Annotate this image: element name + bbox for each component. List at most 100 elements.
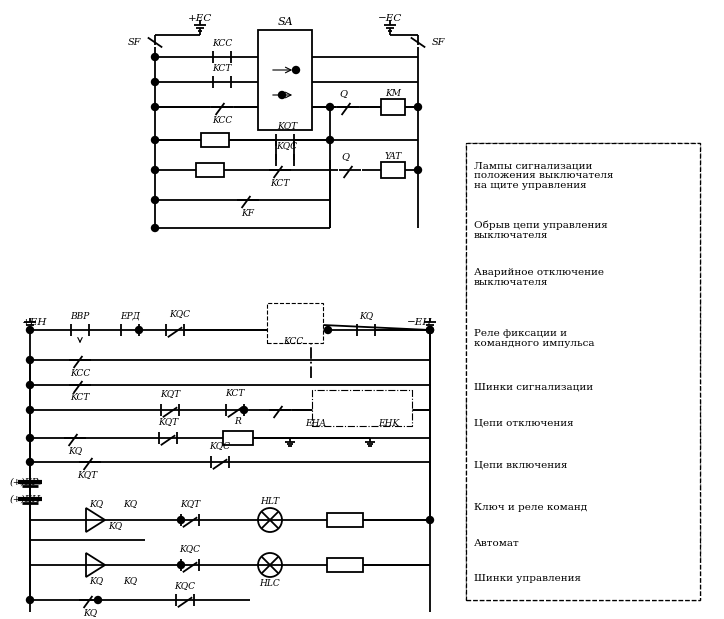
Circle shape <box>240 407 248 413</box>
Circle shape <box>327 103 334 111</box>
Text: Q: Q <box>339 90 347 98</box>
Circle shape <box>415 103 421 111</box>
Text: KQT: KQT <box>158 417 178 426</box>
Bar <box>223 431 253 445</box>
Bar <box>326 402 354 418</box>
Text: KCT: KCT <box>270 178 290 188</box>
Text: +EC: +EC <box>188 14 212 22</box>
Text: R: R <box>235 417 241 426</box>
Bar <box>327 558 363 572</box>
Bar <box>466 444 700 486</box>
Circle shape <box>151 137 159 144</box>
Circle shape <box>151 225 159 232</box>
Text: Шинки управления: Шинки управления <box>474 574 581 584</box>
Circle shape <box>151 167 159 173</box>
Text: Автомат: Автомат <box>474 539 520 548</box>
Circle shape <box>177 561 185 568</box>
Text: SF: SF <box>127 38 141 46</box>
Text: Цепи включения: Цепи включения <box>474 461 568 470</box>
Bar <box>201 133 229 147</box>
Bar <box>381 162 405 178</box>
Text: HLT: HLT <box>261 498 279 506</box>
Text: SA: SA <box>277 17 292 27</box>
Text: выключателя: выключателя <box>474 231 549 240</box>
Bar <box>327 513 363 527</box>
Text: на щите управления: на щите управления <box>474 181 586 191</box>
Circle shape <box>151 79 159 85</box>
Text: KQ: KQ <box>359 311 373 321</box>
Circle shape <box>279 92 285 98</box>
Text: KQC: KQC <box>277 142 298 150</box>
Text: Обрыв цепи управления: Обрыв цепи управления <box>474 221 607 230</box>
Text: KQT: KQT <box>277 121 297 131</box>
Circle shape <box>135 326 143 334</box>
Circle shape <box>27 326 33 334</box>
Text: Ключ и реле команд: Ключ и реле команд <box>474 503 587 512</box>
Circle shape <box>327 137 334 144</box>
Bar <box>466 251 668 304</box>
Text: KQ: KQ <box>89 500 103 508</box>
Bar <box>312 390 412 426</box>
Text: −EH: −EH <box>407 318 432 326</box>
Text: Аварийное отключение: Аварийное отключение <box>474 268 604 277</box>
Text: YAT: YAT <box>384 152 402 160</box>
Text: KCT: KCT <box>212 64 232 72</box>
Text: KQT: KQT <box>160 389 180 399</box>
Text: KQT: KQT <box>77 470 97 480</box>
Text: KCC: KCC <box>283 337 303 345</box>
Text: SF: SF <box>432 38 445 46</box>
Bar <box>381 99 405 115</box>
Text: (+)EP: (+)EP <box>10 477 39 487</box>
Bar <box>466 528 700 558</box>
Text: KCC: KCC <box>212 116 232 124</box>
Text: командного импульса: командного импульса <box>474 339 594 348</box>
Circle shape <box>426 326 434 334</box>
Bar <box>466 304 700 372</box>
Text: +EH: +EH <box>22 318 47 326</box>
Text: KCT: KCT <box>70 394 90 402</box>
Text: положения выключателя: положения выключателя <box>474 171 613 181</box>
Text: KQ: KQ <box>83 608 97 618</box>
Text: Шинки сигнализации: Шинки сигнализации <box>474 383 593 392</box>
Circle shape <box>27 597 33 604</box>
Text: −EC: −EC <box>378 14 403 22</box>
Text: Реле фиксации и: Реле фиксации и <box>474 329 567 337</box>
Bar <box>466 402 700 444</box>
Circle shape <box>151 53 159 61</box>
Text: KQ: KQ <box>89 576 103 586</box>
Text: KQC: KQC <box>180 545 201 553</box>
Text: EHK: EHK <box>378 420 399 428</box>
Bar <box>466 486 700 528</box>
Circle shape <box>95 597 101 604</box>
Text: KQ: KQ <box>108 521 122 530</box>
Circle shape <box>177 516 185 524</box>
Circle shape <box>27 435 33 441</box>
Circle shape <box>426 326 434 334</box>
Text: KQC: KQC <box>209 441 230 451</box>
Circle shape <box>27 459 33 465</box>
Circle shape <box>324 326 332 334</box>
Text: KQ: KQ <box>68 446 82 456</box>
Bar <box>466 558 700 600</box>
Text: KQT: KQT <box>180 500 200 508</box>
Bar <box>466 142 700 600</box>
Bar <box>466 142 668 209</box>
Text: KQ: KQ <box>123 576 137 586</box>
Circle shape <box>27 381 33 389</box>
Text: KCC: KCC <box>70 368 90 378</box>
Bar <box>466 372 700 402</box>
Text: BBP: BBP <box>70 311 90 321</box>
Text: Цепи сигнализации: Цепи сигнализации <box>679 172 689 274</box>
Text: выключателя: выключателя <box>474 279 549 287</box>
Text: EHA: EHA <box>305 420 326 428</box>
Circle shape <box>151 196 159 204</box>
Bar <box>283 317 307 333</box>
Text: (+)EH: (+)EH <box>10 495 41 503</box>
Text: KF: KF <box>242 209 255 217</box>
Text: KQC: KQC <box>169 310 190 319</box>
Circle shape <box>292 66 300 74</box>
Bar <box>196 163 224 177</box>
Text: KCC: KCC <box>212 38 232 48</box>
Text: KM: KM <box>385 89 401 98</box>
Bar <box>258 30 312 130</box>
